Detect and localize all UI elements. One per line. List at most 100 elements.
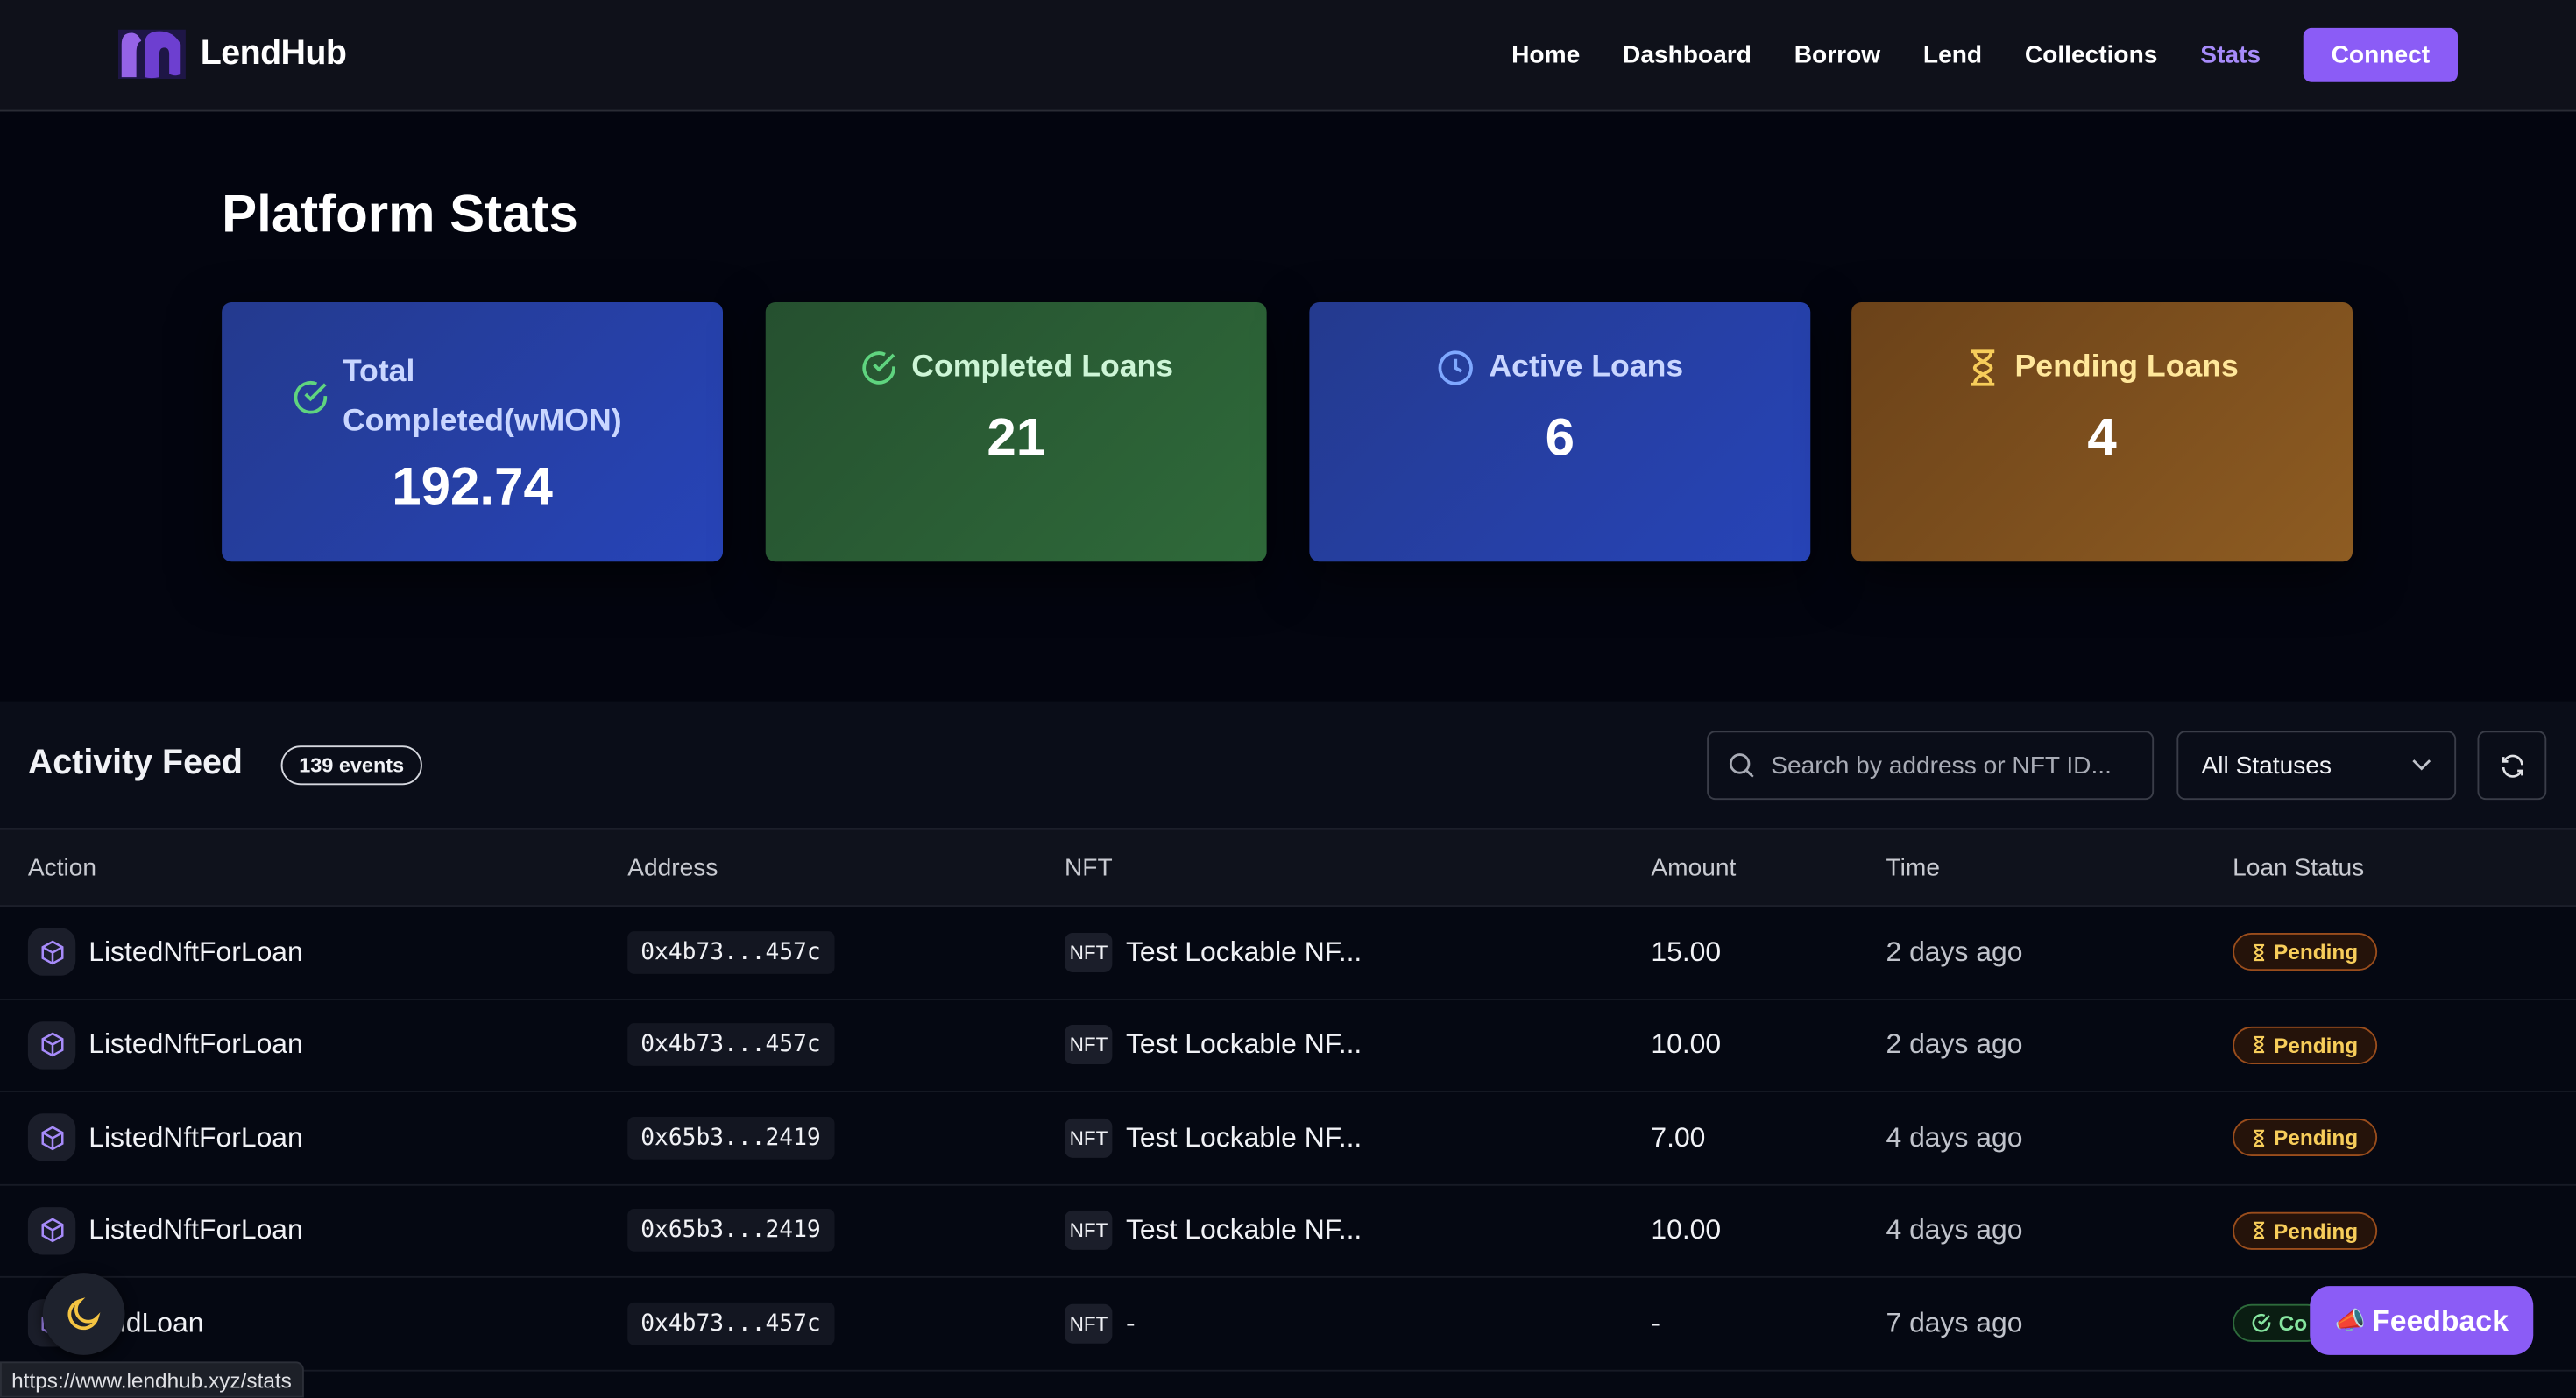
- nft-name[interactable]: -: [1125, 1306, 1136, 1338]
- amount: 10.00: [1651, 1027, 1722, 1060]
- stat-card-total-completed: Total Completed(wMON) 192.74: [222, 302, 723, 562]
- hourglass-icon: [1971, 350, 1996, 386]
- time: 4 days ago: [1886, 1213, 2023, 1246]
- col-amount: Amount: [1651, 854, 1737, 882]
- feedback-button[interactable]: 📣 Feedback: [2310, 1286, 2534, 1355]
- nav-home[interactable]: Home: [1511, 40, 1581, 69]
- stat-value: 4: [2087, 407, 2117, 467]
- page-title: Platform Stats: [222, 184, 578, 244]
- status-badge: Pending: [2233, 1118, 2378, 1156]
- col-address: Address: [627, 854, 718, 882]
- table-header: Action Address NFT Amount Time Loan Stat…: [0, 829, 2576, 907]
- megaphone-icon: 📣: [2334, 1307, 2366, 1336]
- activity-feed: Activity Feed 139 events All Statuses Ac…: [0, 701, 2576, 1398]
- check-circle-icon: [293, 381, 327, 414]
- nft-thumbnail: NFT: [1065, 1025, 1113, 1064]
- status-text: Pending: [2274, 939, 2359, 964]
- time: 7 days ago: [1886, 1306, 2023, 1338]
- hourglass-icon: [2251, 942, 2268, 962]
- cube-icon: [27, 1113, 76, 1161]
- status-badge: Pending: [2233, 1025, 2378, 1064]
- app-name: LendHub: [200, 34, 347, 73]
- check-circle-icon: [2251, 1312, 2272, 1333]
- time: 2 days ago: [1886, 935, 2023, 967]
- status-badge: Pending: [2233, 933, 2378, 971]
- status-text: Pending: [2274, 1125, 2359, 1150]
- cube-icon: [27, 1206, 76, 1254]
- action-name: ListedNftForLoan: [88, 1120, 303, 1153]
- nav-stats[interactable]: Stats: [2200, 40, 2261, 69]
- nft-name[interactable]: Test Lockable NF...: [1125, 1213, 1362, 1246]
- table-row[interactable]: ListedNftForLoan 0x65b3...2419 NFT Test L…: [0, 1185, 2576, 1278]
- logo-icon: [118, 29, 186, 79]
- stat-label: Completed Loans: [911, 350, 1174, 385]
- nft-thumbnail: NFT: [1065, 1117, 1113, 1157]
- status-badge: Pending: [2233, 1211, 2378, 1249]
- status-filter-value: All Statuses: [2201, 751, 2332, 780]
- col-time: Time: [1886, 854, 1940, 882]
- address-chip[interactable]: 0x4b73...457c: [627, 1301, 834, 1345]
- amount: 7.00: [1651, 1120, 1706, 1153]
- col-action: Action: [27, 854, 97, 882]
- table-row[interactable]: ListedNftForLoan 0x65b3...2419 NFT Test L…: [0, 1092, 2576, 1185]
- amount: 15.00: [1651, 935, 1722, 967]
- refresh-button[interactable]: [2477, 731, 2547, 801]
- stat-card-pending-loans: Pending Loans 4: [1851, 302, 2353, 562]
- cube-icon: [27, 928, 76, 976]
- nft-thumbnail: NFT: [1065, 932, 1113, 972]
- moon-icon: [67, 1297, 101, 1331]
- time: 2 days ago: [1886, 1027, 2023, 1060]
- status-filter-select[interactable]: All Statuses: [2176, 731, 2457, 801]
- table-row[interactable]: paidLoan 0x4b73...457c NFT - - 7 days ago…: [0, 1278, 2576, 1371]
- status-text: Co: [2278, 1310, 2308, 1336]
- logo[interactable]: LendHub: [118, 28, 347, 81]
- top-nav: LendHub Home Dashboard Borrow Lend Colle…: [0, 0, 2576, 112]
- chevron-down-icon: [2412, 759, 2431, 771]
- action-name: ListedNftForLoan: [88, 935, 303, 967]
- search-input[interactable]: [1771, 751, 2133, 780]
- nft-name[interactable]: Test Lockable NF...: [1125, 1027, 1362, 1060]
- status-text: Pending: [2274, 1032, 2359, 1057]
- feedback-label: Feedback: [2372, 1303, 2509, 1337]
- time: 4 days ago: [1886, 1120, 2023, 1153]
- table-row[interactable]: ListedNftForLoan 0x4b73...457c NFT Test L…: [0, 907, 2576, 999]
- action-name: ListedNftForLoan: [88, 1027, 303, 1060]
- stat-label: Total Completed(wMON): [342, 355, 622, 439]
- amount: -: [1651, 1306, 1661, 1338]
- nav-dashboard[interactable]: Dashboard: [1623, 40, 1752, 69]
- address-chip[interactable]: 0x4b73...457c: [627, 930, 834, 973]
- events-count-badge: 139 events: [280, 745, 422, 786]
- col-loan-status: Loan Status: [2233, 854, 2365, 882]
- nav-borrow[interactable]: Borrow: [1794, 40, 1881, 69]
- stat-value: 192.74: [392, 456, 553, 516]
- amount: 10.00: [1651, 1213, 1722, 1246]
- status-bar-url: https://www.lendhub.xyz/stats: [0, 1361, 303, 1398]
- cube-icon: [27, 1020, 76, 1069]
- stat-label: Active Loans: [1489, 350, 1684, 385]
- address-chip[interactable]: 0x65b3...2419: [627, 1209, 834, 1252]
- nft-name[interactable]: Test Lockable NF...: [1125, 1120, 1362, 1153]
- stat-value: 21: [987, 407, 1046, 467]
- check-circle-icon: [862, 351, 895, 385]
- status-text: Pending: [2274, 1218, 2359, 1243]
- hourglass-icon: [2251, 1220, 2268, 1240]
- search-field[interactable]: [1707, 731, 2155, 801]
- nav-lend[interactable]: Lend: [1922, 40, 1983, 69]
- theme-toggle-button[interactable]: [42, 1273, 125, 1355]
- nft-thumbnail: NFT: [1065, 1303, 1113, 1343]
- stat-card-completed-loans: Completed Loans 21: [765, 302, 1267, 562]
- nft-name[interactable]: Test Lockable NF...: [1125, 935, 1362, 967]
- hourglass-icon: [2251, 1127, 2268, 1147]
- feed-title: Activity Feed: [27, 744, 243, 782]
- nav-collections[interactable]: Collections: [2024, 40, 2158, 69]
- table-row[interactable]: ListedNftForLoan 0x4b73...457c NFT Test L…: [0, 999, 2576, 1092]
- hourglass-icon: [2251, 1034, 2268, 1055]
- address-chip[interactable]: 0x4b73...457c: [627, 1023, 834, 1066]
- clock-icon: [1439, 350, 1474, 385]
- stat-value: 6: [1545, 407, 1575, 467]
- action-name: ListedNftForLoan: [88, 1213, 303, 1246]
- address-chip[interactable]: 0x65b3...2419: [627, 1116, 834, 1159]
- stat-label: Pending Loans: [2014, 350, 2239, 385]
- connect-button[interactable]: Connect: [2303, 27, 2458, 82]
- refresh-icon: [2501, 753, 2523, 777]
